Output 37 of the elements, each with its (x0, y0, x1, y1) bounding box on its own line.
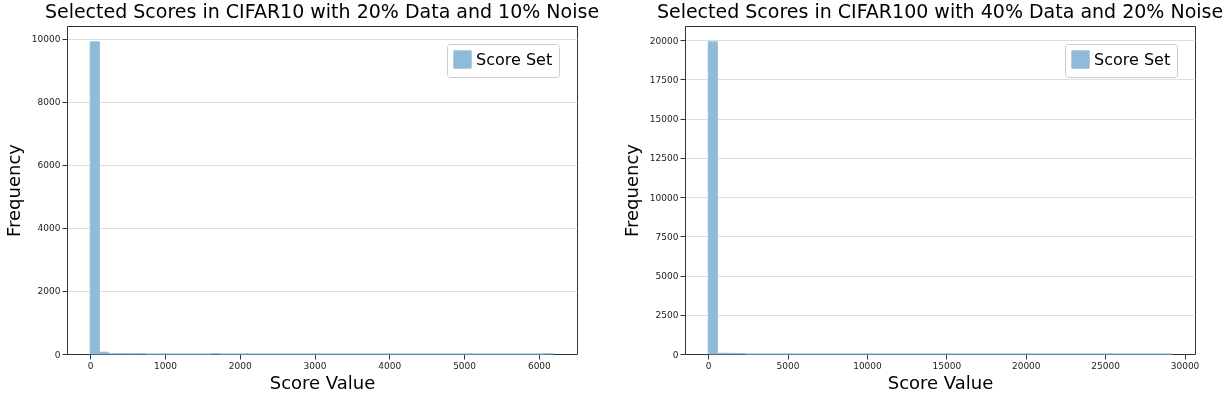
y-tick-label: 4000 (37, 223, 61, 234)
x-tick-label: 5000 (776, 360, 800, 371)
y-tick-label: 12500 (649, 153, 679, 164)
x-tick-label: 6000 (527, 360, 552, 371)
x-tick-label: 10000 (853, 360, 883, 371)
x-tick-label: 0 (705, 360, 712, 371)
chart-title: Selected Scores in CIFAR100 with 40% Data and 20% Noise (656, 0, 1224, 22)
y-tick-label: 0 (54, 349, 61, 360)
y-tick-label: 2500 (655, 310, 679, 321)
y-axis-title: Frequency (2, 143, 24, 237)
y-tick-label: 10000 (31, 34, 61, 45)
y-tick-label: 15000 (649, 114, 679, 125)
x-tick-label: 4000 (378, 360, 402, 371)
y-tick-label: 17500 (649, 74, 679, 85)
x-axis-title: Score Value (269, 371, 376, 393)
x-tick-label: 1000 (154, 360, 178, 371)
x-tick-label: 20000 (1011, 360, 1041, 371)
y-tick-label: 6000 (37, 160, 61, 171)
x-axis-title: Score Value (887, 371, 994, 393)
y-tick-label: 10000 (649, 192, 679, 203)
y-tick-label: 5000 (655, 271, 679, 282)
x-tick-label: 3000 (303, 360, 327, 371)
y-tick-label: 20000 (649, 35, 679, 46)
x-tick-label: 30000 (1170, 360, 1200, 371)
x-tick-label: 0 (87, 360, 94, 371)
y-axis-title: Frequency (620, 143, 642, 237)
x-tick-label: 5000 (453, 360, 477, 371)
y-tick-label: 0 (672, 349, 679, 360)
chart-title: Selected Scores in CIFAR10 with 20% Data and 10% Noise (44, 0, 600, 22)
y-tick-label: 7500 (655, 231, 679, 242)
x-tick-label: 25000 (1091, 360, 1121, 371)
y-tick-label: 8000 (37, 97, 61, 108)
x-tick-label: 15000 (932, 360, 962, 371)
y-tick-label: 2000 (37, 286, 61, 297)
legend-label: Score Set (476, 49, 553, 69)
x-tick-label: 2000 (228, 360, 252, 371)
legend-label: Score Set (1094, 49, 1171, 69)
